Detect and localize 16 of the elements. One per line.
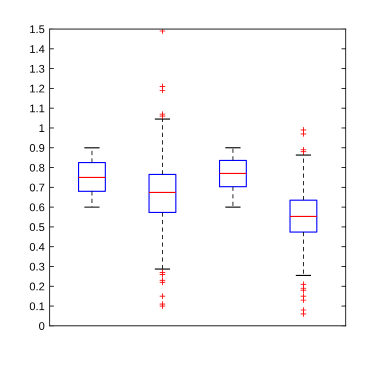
y-tick-label: 1.2 [30,84,44,92]
y-tick-label: 0.1 [30,302,44,310]
y-tick-label: 0.2 [30,282,44,290]
y-tick-label: 1.3 [30,64,44,73]
y-tick-label: 0.9 [30,144,44,152]
y-tick-label: 1.1 [30,104,44,112]
y-tick-label: 1.5 [30,25,44,34]
y-tick-label: 0 [39,322,44,330]
y-tick-label: 0.4 [30,242,44,251]
y-tick-label: 0.5 [30,223,44,232]
y-tick-label: 0.3 [30,262,44,271]
y-tick-label: 1.4 [30,45,44,53]
y-tick-label: 0.6 [30,203,44,212]
y-tick-label: 1 [39,124,44,132]
y-tick-label: 0.8 [30,164,44,172]
y-tick-label: 0.7 [30,184,44,192]
